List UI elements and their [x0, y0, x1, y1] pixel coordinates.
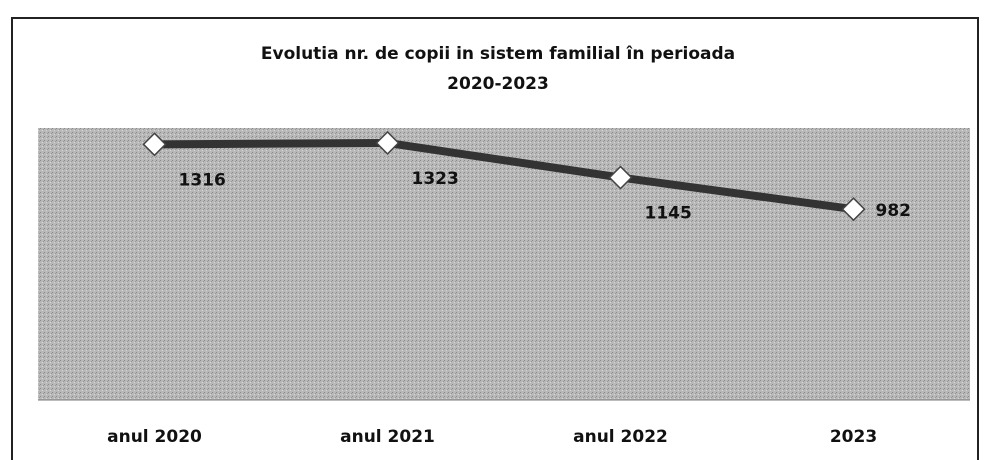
data-label: 1145: [645, 204, 692, 224]
marker: [375, 130, 400, 156]
marker: [608, 165, 633, 190]
x-tick-label: 2023: [830, 427, 877, 447]
data-label: 1316: [179, 170, 226, 190]
data-label: 1323: [412, 169, 459, 189]
x-tick-label: anul 2022: [573, 427, 668, 447]
plot-area: [38, 128, 970, 400]
chart-title: 2020-2023: [447, 74, 549, 94]
x-tick-label: anul 2020: [107, 427, 202, 447]
data-label: 982: [876, 201, 912, 221]
line: [154, 138, 855, 214]
chart-title: Evolutia nr. de copii in sistem familial…: [261, 44, 735, 64]
marker: [142, 132, 167, 157]
x-tick-label: anul 2021: [340, 427, 435, 447]
marker: [841, 197, 866, 222]
